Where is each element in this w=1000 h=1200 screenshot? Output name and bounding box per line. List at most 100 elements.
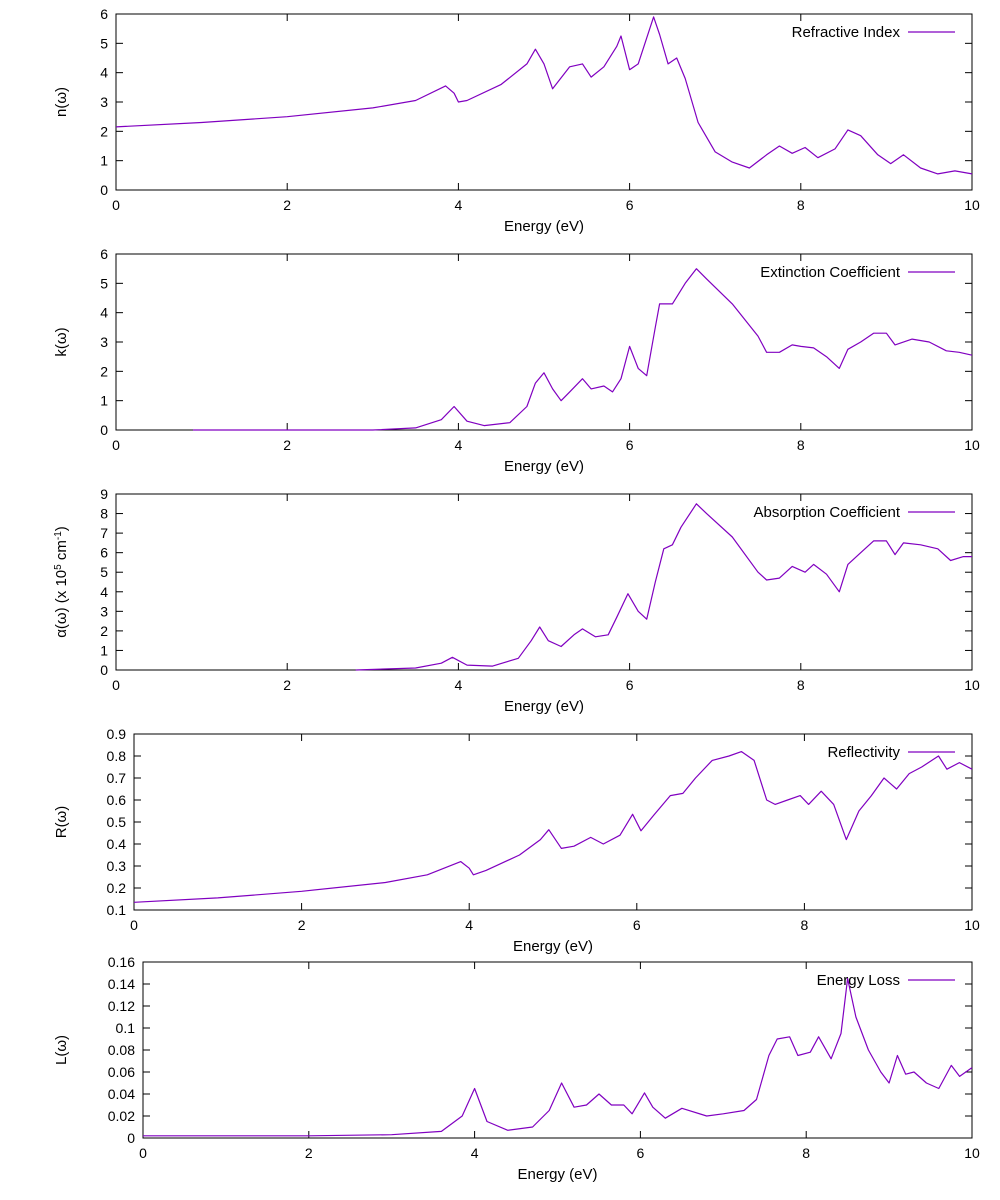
y-tick-label: 9 (100, 486, 108, 502)
x-tick-label: 8 (802, 1145, 810, 1161)
y-tick-label: 0.4 (107, 836, 127, 852)
y-tick-label: 3 (100, 94, 108, 110)
x-tick-label: 4 (455, 197, 463, 213)
y-tick-label: 0.06 (108, 1064, 135, 1080)
y-tick-label: 5 (100, 35, 108, 51)
plot-frame (115, 493, 973, 671)
y-tick-label: 3 (100, 603, 108, 619)
legend-label: Extinction Coefficient (760, 264, 901, 281)
x-tick-label: 6 (626, 437, 634, 453)
x-axis-label: Energy (eV) (517, 1166, 597, 1183)
x-axis-label: Energy (eV) (504, 458, 584, 475)
x-tick-label: 2 (283, 677, 291, 693)
y-tick-label: 6 (100, 6, 108, 22)
y-tick-label: 0.2 (107, 880, 127, 896)
y-tick-label: 0.02 (108, 1108, 135, 1124)
x-tick-label: 6 (626, 677, 634, 693)
y-tick-label: 4 (100, 305, 108, 321)
y-tick-label: 0.14 (108, 976, 135, 992)
x-tick-label: 10 (964, 1145, 980, 1161)
y-tick-label: 1 (100, 393, 108, 409)
legend-label: Reflectivity (827, 744, 900, 761)
chart-panel-reflectivity: 0 2 4 6 8 10 0.1 0.2 0.3 0.4 0.5 0.6 0.7 0.8 0.9 Energy… (53, 726, 980, 955)
y-tick-label: 5 (100, 564, 108, 580)
y-tick-label: 3 (100, 334, 108, 350)
legend: Reflectivity (827, 744, 955, 761)
y-tick-label: 0.12 (108, 998, 135, 1014)
x-axis-label: Energy (eV) (504, 698, 584, 715)
x-tick-label: 10 (964, 917, 980, 933)
x-tick-label: 4 (465, 917, 473, 933)
y-tick-label: 6 (100, 545, 108, 561)
y-tick-label: 2 (100, 123, 108, 139)
series-line-reflectivity (133, 750, 973, 903)
x-tick-label: 4 (455, 677, 463, 693)
legend: Energy Loss (817, 972, 955, 989)
y-tick-label: 0.04 (108, 1086, 135, 1102)
x-tick-label: 10 (964, 677, 980, 693)
series-line-extinction (193, 268, 973, 431)
y-tick-label: 0.1 (107, 902, 127, 918)
legend: Absorption Coefficient (754, 504, 955, 521)
y-tick-label: 1 (100, 642, 108, 658)
series-line-refractive (115, 16, 973, 175)
x-tick-label: 8 (797, 677, 805, 693)
y-tick-label: 0.8 (107, 748, 127, 764)
x-tick-label: 2 (283, 437, 291, 453)
x-tick-label: 0 (112, 197, 120, 213)
legend-label: Energy Loss (817, 972, 900, 989)
y-axis-label: α(ω) (x 105 cm-1) (53, 526, 71, 638)
y-axis-label-part: α(ω) (x 10 (53, 570, 70, 638)
y-axis-label-superscript: -1 (53, 531, 64, 540)
y-axis-label: k(ω) (53, 327, 70, 356)
x-tick-label: 2 (305, 1145, 313, 1161)
series-line-energy-loss (143, 977, 973, 1137)
y-axis-label: L(ω) (53, 1035, 70, 1065)
y-tick-label: 0 (100, 422, 108, 438)
chart-panel-energy-loss: 0 2 4 6 8 10 0 0.02 0.04 0.06 0.08 0.1 0.12 0.14 0.16 E… (53, 954, 980, 1183)
y-axis-label: n(ω) (53, 87, 70, 117)
x-tick-label: 0 (130, 917, 138, 933)
y-tick-label: 0 (127, 1130, 135, 1146)
y-tick-label: 0.6 (107, 792, 127, 808)
y-tick-label: 4 (100, 584, 108, 600)
y-tick-label: 0.1 (116, 1020, 136, 1036)
x-tick-label: 4 (471, 1145, 479, 1161)
y-tick-label: 0.7 (107, 770, 127, 786)
x-tick-label: 6 (633, 917, 641, 933)
y-tick-label: 0 (100, 662, 108, 678)
y-tick-label: 1 (100, 153, 108, 169)
y-tick-label: 6 (100, 246, 108, 262)
x-tick-label: 2 (283, 197, 291, 213)
chart-panel-extinction: 0 2 4 6 8 10 0 1 2 3 4 5 6 Energy (eV) k(ω) Extinction … (53, 246, 980, 475)
y-tick-label: 2 (100, 623, 108, 639)
x-tick-label: 10 (964, 197, 980, 213)
y-tick-label: 0.9 (107, 726, 127, 742)
y-axis-label-superscript: 5 (53, 564, 64, 570)
x-tick-label: 8 (797, 437, 805, 453)
y-tick-label: 0.08 (108, 1042, 135, 1058)
y-tick-label: 8 (100, 506, 108, 522)
x-axis-label: Energy (eV) (504, 218, 584, 235)
legend-label: Refractive Index (792, 24, 901, 41)
y-tick-label: 0.5 (107, 814, 127, 830)
y-axis-label-part: cm (53, 540, 70, 564)
y-tick-label: 7 (100, 525, 108, 541)
x-tick-label: 0 (112, 677, 120, 693)
y-tick-label: 0.3 (107, 858, 127, 874)
x-tick-label: 8 (801, 917, 809, 933)
y-axis-label: R(ω) (53, 806, 70, 839)
legend: Refractive Index (792, 24, 955, 41)
x-axis-label: Energy (eV) (513, 938, 593, 955)
series-line-absorption (355, 503, 972, 671)
legend: Extinction Coefficient (760, 264, 955, 281)
x-tick-label: 0 (139, 1145, 147, 1161)
y-tick-label: 0 (100, 182, 108, 198)
x-tick-label: 4 (455, 437, 463, 453)
y-tick-label: 2 (100, 363, 108, 379)
x-tick-label: 8 (797, 197, 805, 213)
x-tick-label: 6 (637, 1145, 645, 1161)
y-tick-label: 0.16 (108, 954, 135, 970)
legend-label: Absorption Coefficient (754, 504, 901, 521)
